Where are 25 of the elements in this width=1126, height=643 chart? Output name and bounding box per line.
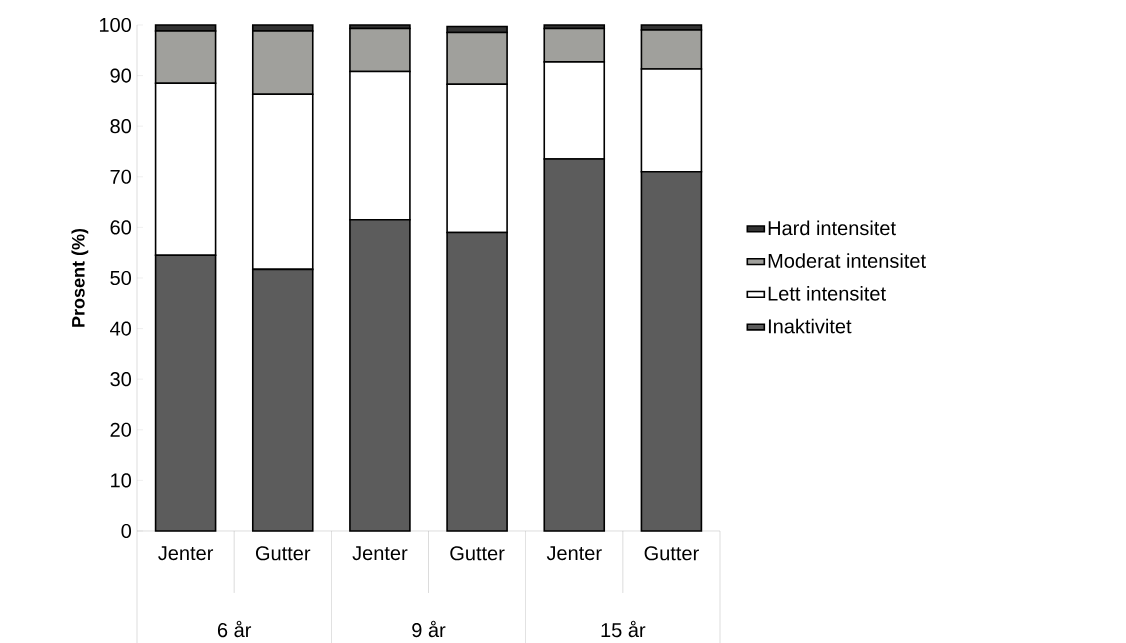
x-tick-label: Gutter [450, 546, 505, 561]
y-tick-label: 60 [110, 220, 132, 235]
legend-label: Lett intensitet [768, 285, 886, 301]
x-tick-label: Jenter [546, 546, 602, 561]
x-tick-label: Jenter [158, 546, 214, 561]
y-tick-label: 70 [110, 169, 132, 184]
text: 6 år [217, 620, 252, 638]
x-tick-label: Gutter [644, 546, 699, 561]
y-tick-label: 80 [110, 119, 132, 134]
x-tick-label: Jenter [352, 546, 408, 561]
y-tick-label: 20 [110, 422, 132, 437]
y-tick-label: 30 [110, 372, 132, 387]
y-tick-label: 90 [110, 68, 132, 83]
legend-label: Inaktivitet [768, 318, 852, 334]
y-axis-title: Prosent (%) [71, 228, 89, 327]
y-tick-label: 100 [99, 17, 132, 33]
text: 15 år [601, 620, 646, 638]
y-tick-label: 40 [110, 321, 132, 336]
y-tick-label: 10 [111, 473, 132, 488]
y-tick-label: 0 [121, 523, 132, 539]
legend-label: Hard intensitet [768, 220, 896, 236]
x-tick-label: Gutter [255, 546, 311, 561]
text: 9 år [412, 620, 446, 638]
y-tick-label: 50 [110, 270, 132, 286]
legend-label: Moderat intensitet [768, 253, 926, 268]
